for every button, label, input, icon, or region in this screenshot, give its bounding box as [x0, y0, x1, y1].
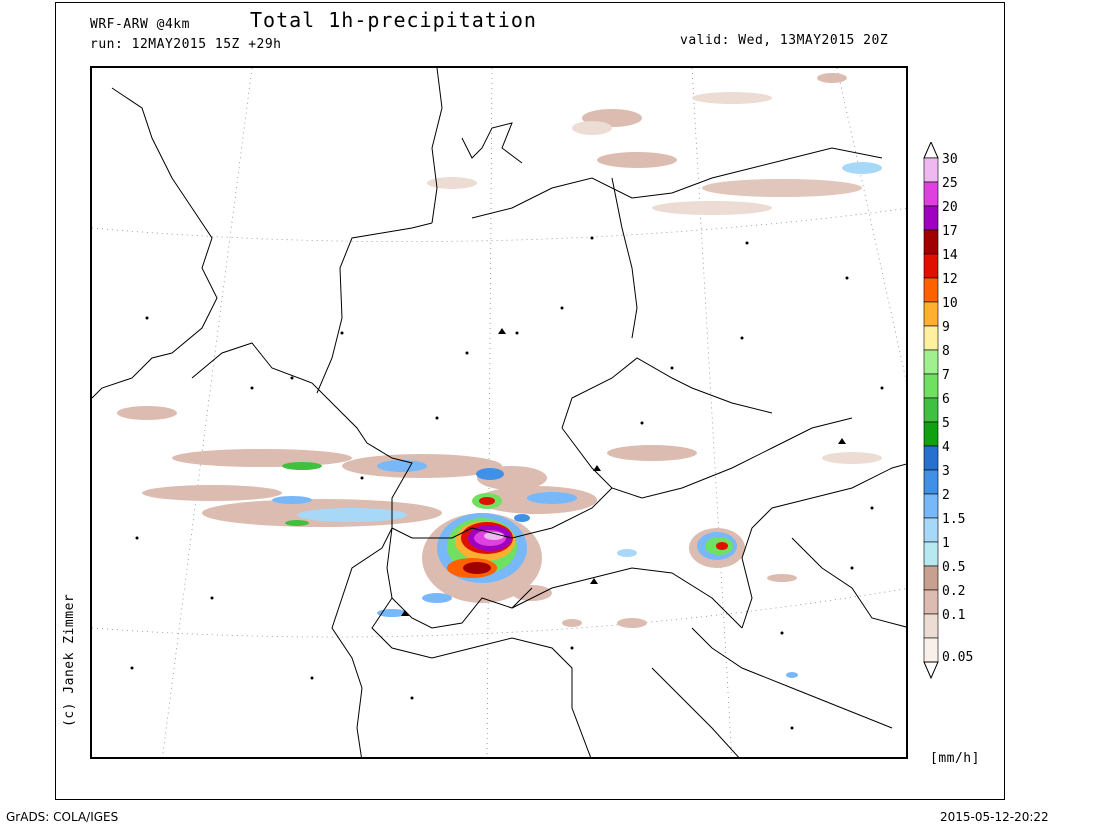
- colorbar-swatch: [923, 421, 939, 447]
- city-markers: [130, 236, 884, 730]
- colorbar-tick-label: 7: [942, 368, 950, 383]
- colorbar-tick-label: 5: [942, 416, 950, 431]
- colorbar: 30 25 20 17 14 12 10 9 8 7 6 5 4 3 2 1.5 1 0.5 0.2 0.1 0.05: [921, 140, 1001, 682]
- colorbar-swatch: [923, 181, 939, 207]
- colorbar-tick-label: 8: [942, 344, 950, 359]
- colorbar-swatch: [923, 517, 939, 543]
- colorbar-swatch: [923, 229, 939, 255]
- colorbar-swatch: [923, 325, 939, 351]
- colorbar-swatch: [923, 373, 939, 399]
- copyright-label: (c) Janek Zimmer: [62, 593, 77, 727]
- colorbar-tick-label: 14: [942, 248, 958, 263]
- units-label: [mm/h]: [930, 751, 980, 766]
- colorbar-tick-label: 0.2: [942, 584, 965, 599]
- colorbar-tick-label: 2: [942, 488, 950, 503]
- chart-title: Total 1h-precipitation: [250, 8, 537, 32]
- footer-left: GrADS: COLA/IGES: [6, 810, 119, 824]
- colorbar-swatch: [923, 349, 939, 375]
- run-label: run: 12MAY2015 15Z +29h: [90, 37, 282, 52]
- colorbar-swatch: [923, 565, 939, 591]
- colorbar-tick-label: 30: [942, 152, 958, 167]
- colorbar-tick-label: 0.5: [942, 560, 965, 575]
- colorbar-swatch: [923, 253, 939, 279]
- precipitation-map: [90, 66, 908, 759]
- colorbar-tick-label: 6: [942, 392, 950, 407]
- colorbar-tick-label: 25: [942, 176, 958, 191]
- colorbar-swatch: [923, 445, 939, 471]
- colorbar-bottom-arrow: [923, 661, 939, 680]
- colorbar-tick-label: 0.1: [942, 608, 965, 623]
- colorbar-tick-label: 1: [942, 536, 950, 551]
- colorbar-swatch: [923, 277, 939, 303]
- peak-markers: [401, 328, 846, 616]
- borders: [92, 68, 906, 757]
- footer-right: 2015-05-12-20:22: [940, 810, 1049, 824]
- precipitation-field: [117, 73, 882, 678]
- colorbar-swatch: [923, 613, 939, 639]
- figure-frame: [55, 2, 1005, 800]
- colorbar-top-arrow: [923, 140, 939, 159]
- colorbar-tick-label: 1.5: [942, 512, 965, 527]
- colorbar-swatch: [923, 493, 939, 519]
- colorbar-tick-label: 0.05: [942, 650, 973, 665]
- colorbar-swatch: [923, 157, 939, 183]
- graticule: [92, 68, 906, 757]
- colorbar-tick-label: 10: [942, 296, 958, 311]
- colorbar-tick-label: 17: [942, 224, 958, 239]
- colorbar-swatch: [923, 205, 939, 231]
- colorbar-tick-label: 12: [942, 272, 958, 287]
- colorbar-tick-label: 9: [942, 320, 950, 335]
- colorbar-tick-label: 3: [942, 464, 950, 479]
- valid-label: valid: Wed, 13MAY2015 20Z: [680, 33, 889, 48]
- colorbar-svg: 30 25 20 17 14 12 10 9 8 7 6 5 4 3 2 1.5 1 0.5 0.2 0.1 0.05: [923, 140, 973, 680]
- colorbar-swatch: [923, 397, 939, 423]
- map-canvas: [92, 68, 906, 757]
- colorbar-swatch: [923, 469, 939, 495]
- colorbar-swatch: [923, 637, 939, 663]
- colorbar-swatch: [923, 301, 939, 327]
- colorbar-swatch: [923, 589, 939, 615]
- colorbar-tick-label: 20: [942, 200, 958, 215]
- model-label: WRF-ARW @4km: [90, 17, 190, 32]
- colorbar-tick-label: 4: [942, 440, 950, 455]
- colorbar-swatch: [923, 541, 939, 567]
